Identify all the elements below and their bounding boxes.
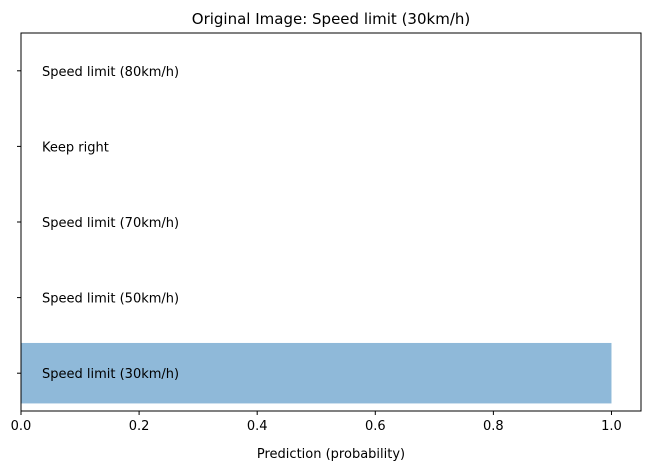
bar-label: Speed limit (80km/h) bbox=[42, 65, 179, 80]
x-axis: 0.0 0.2 0.4 0.6 0.8 1.0 bbox=[11, 411, 622, 434]
chart-title: Original Image: Speed limit (30km/h) bbox=[192, 10, 470, 28]
bar-label: Speed limit (30km/h) bbox=[42, 367, 179, 382]
y-axis bbox=[17, 70, 21, 374]
bar-label: Speed limit (70km/h) bbox=[42, 216, 179, 231]
x-tick-label: 0.6 bbox=[365, 419, 386, 434]
bar bbox=[21, 342, 612, 404]
plot-frame bbox=[20, 32, 642, 412]
bars-layer bbox=[21, 342, 612, 404]
x-tick-label: 0.2 bbox=[129, 419, 150, 434]
bar-label: Keep right bbox=[42, 140, 109, 155]
x-tick-label: 1.0 bbox=[601, 419, 622, 434]
x-tick-label: 0.4 bbox=[247, 419, 268, 434]
bar-labels: Speed limit (30km/h) Speed limit (50km/h)… bbox=[42, 65, 179, 382]
x-tick-label: 0.0 bbox=[11, 419, 32, 434]
x-axis-label: Prediction (probability) bbox=[257, 447, 405, 462]
x-tick-label: 0.8 bbox=[483, 419, 504, 434]
bar-label: Speed limit (50km/h) bbox=[42, 292, 179, 307]
